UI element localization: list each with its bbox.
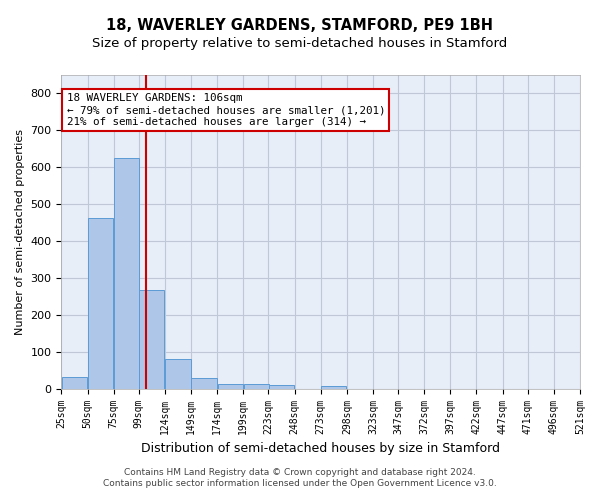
Bar (321, 386, 346, 388)
Bar (191, 378, 217, 388)
Bar (88, 218, 113, 388)
Bar (114, 158, 139, 388)
Y-axis label: Number of semi-detached properties: Number of semi-detached properties (15, 129, 25, 335)
Text: Contains HM Land Registry data © Crown copyright and database right 2024.
Contai: Contains HM Land Registry data © Crown c… (103, 468, 497, 487)
Bar (166, 359, 191, 388)
Bar (139, 290, 164, 388)
Text: 18 WAVERLEY GARDENS: 106sqm
← 79% of semi-detached houses are smaller (1,201)
21: 18 WAVERLEY GARDENS: 106sqm ← 79% of sem… (67, 94, 385, 126)
Bar (218, 384, 243, 388)
Text: 18, WAVERLEY GARDENS, STAMFORD, PE9 1BH: 18, WAVERLEY GARDENS, STAMFORD, PE9 1BH (107, 18, 493, 32)
Bar (244, 384, 269, 388)
Bar (269, 385, 294, 388)
X-axis label: Distribution of semi-detached houses by size in Stamford: Distribution of semi-detached houses by … (141, 442, 500, 455)
Bar (62, 376, 87, 388)
Text: Size of property relative to semi-detached houses in Stamford: Size of property relative to semi-detach… (92, 38, 508, 51)
